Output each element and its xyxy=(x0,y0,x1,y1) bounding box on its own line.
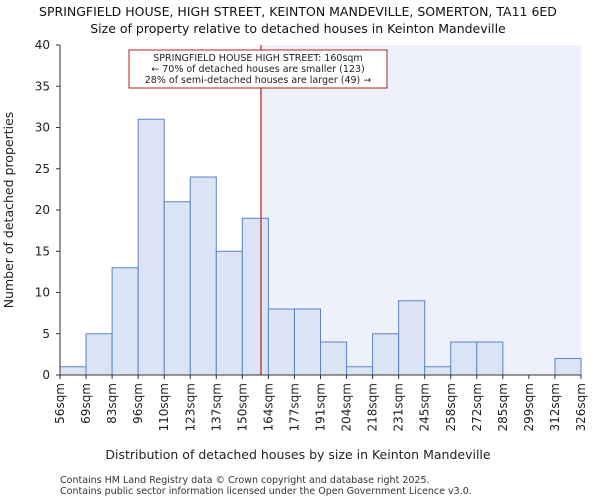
bar-56sqm xyxy=(59,366,87,376)
bar-110sqm xyxy=(163,201,191,376)
footer-line-1: Contains HM Land Registry data © Crown c… xyxy=(60,475,430,486)
x-tick-label: 123sqm xyxy=(183,383,197,431)
y-tick-label: 15 xyxy=(35,244,50,258)
bar-204sqm xyxy=(346,366,374,376)
y-tick-label: 20 xyxy=(35,203,50,217)
bar-164sqm xyxy=(267,308,295,376)
x-tick-label: 191sqm xyxy=(314,383,328,431)
x-tick-label: 272sqm xyxy=(470,383,484,431)
x-tick-label: 285sqm xyxy=(496,383,510,431)
x-tick-label: 137sqm xyxy=(209,383,223,431)
x-tick-label: 245sqm xyxy=(418,383,432,431)
plot-area: 0 5 10 15 20 25 30 35 40 56sqm 69sqm 83sqm 96sqm 110s… xyxy=(35,38,588,431)
x-tick-label: 164sqm xyxy=(261,383,275,431)
footer-line-2: Contains public sector information licen… xyxy=(60,486,472,497)
x-tick-label: 312sqm xyxy=(548,383,562,431)
bar-96sqm xyxy=(137,118,165,376)
y-tick-label: 40 xyxy=(35,38,50,52)
bar-312sqm xyxy=(554,358,582,376)
bar-258sqm xyxy=(450,341,478,376)
x-tick-label: 299sqm xyxy=(522,383,536,431)
x-tick-label: 96sqm xyxy=(131,383,145,424)
x-tick-label: 69sqm xyxy=(79,383,93,424)
bar-177sqm xyxy=(293,308,322,376)
x-axis-label: Distribution of detached houses by size … xyxy=(105,447,490,462)
x-tick-label: 204sqm xyxy=(340,383,354,431)
y-axis-label: Number of detached properties xyxy=(1,112,16,309)
bar-150sqm xyxy=(241,217,269,376)
x-tick-label: 326sqm xyxy=(574,383,588,431)
bar-83sqm xyxy=(111,267,139,376)
y-tick-label: 5 xyxy=(42,327,50,341)
x-tick-label: 231sqm xyxy=(392,383,406,431)
bar-69sqm xyxy=(85,333,113,376)
y-tick-label: 30 xyxy=(35,121,50,135)
bar-231sqm xyxy=(398,300,426,376)
bar-191sqm xyxy=(320,341,348,376)
x-tick-label: 83sqm xyxy=(105,383,119,424)
chart-subtitle: Size of property relative to detached ho… xyxy=(90,21,506,36)
chart-title: SPRINGFIELD HOUSE, HIGH STREET, KEINTON … xyxy=(39,4,557,19)
y-tick-label: 35 xyxy=(35,79,50,93)
bar-137sqm xyxy=(215,250,243,376)
annotation-line-2: ← 70% of detached houses are smaller (12… xyxy=(151,64,364,75)
annotation-line-1: SPRINGFIELD HOUSE HIGH STREET: 160sqm xyxy=(153,53,362,64)
annotation-line-3: 28% of semi-detached houses are larger (… xyxy=(145,75,372,86)
bar-245sqm xyxy=(424,366,452,376)
x-tick-label: 218sqm xyxy=(366,383,380,431)
bar-218sqm xyxy=(372,333,400,376)
x-tick-label: 56sqm xyxy=(53,383,67,424)
y-tick-label: 10 xyxy=(35,286,50,300)
x-tick-label: 177sqm xyxy=(287,383,301,431)
annotation-box xyxy=(128,49,388,89)
x-tick-label: 258sqm xyxy=(444,383,458,431)
x-tick-label: 150sqm xyxy=(235,383,249,431)
bar-272sqm xyxy=(476,341,504,376)
y-tick-label: 25 xyxy=(35,162,50,176)
bar-123sqm xyxy=(189,176,217,376)
y-tick-label: 0 xyxy=(42,368,50,382)
x-tick-label: 110sqm xyxy=(157,383,171,431)
